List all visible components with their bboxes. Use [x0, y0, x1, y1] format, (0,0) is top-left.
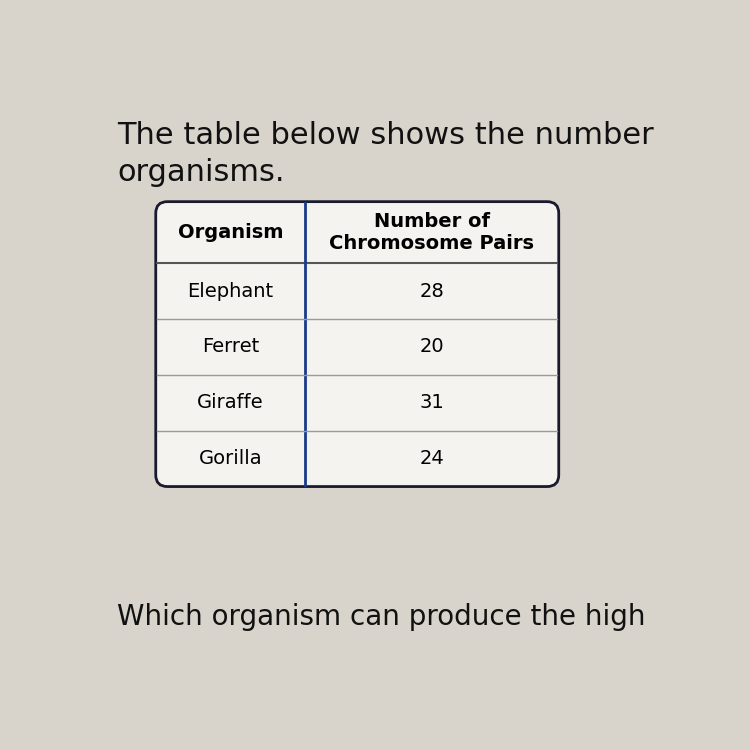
Text: Gorilla: Gorilla: [199, 449, 262, 468]
Text: Giraffe: Giraffe: [197, 393, 263, 412]
Text: Organism: Organism: [178, 223, 283, 242]
Text: Which organism can produce the high: Which organism can produce the high: [117, 602, 646, 631]
FancyBboxPatch shape: [156, 202, 559, 487]
Text: Ferret: Ferret: [202, 338, 259, 356]
Text: organisms.: organisms.: [117, 158, 284, 187]
Text: Elephant: Elephant: [188, 282, 273, 301]
Text: 24: 24: [419, 449, 444, 468]
Text: 28: 28: [419, 282, 444, 301]
Text: 31: 31: [419, 393, 444, 412]
Text: Number of
Chromosome Pairs: Number of Chromosome Pairs: [329, 212, 534, 253]
Text: The table below shows the number: The table below shows the number: [117, 121, 654, 150]
Text: 20: 20: [419, 338, 444, 356]
